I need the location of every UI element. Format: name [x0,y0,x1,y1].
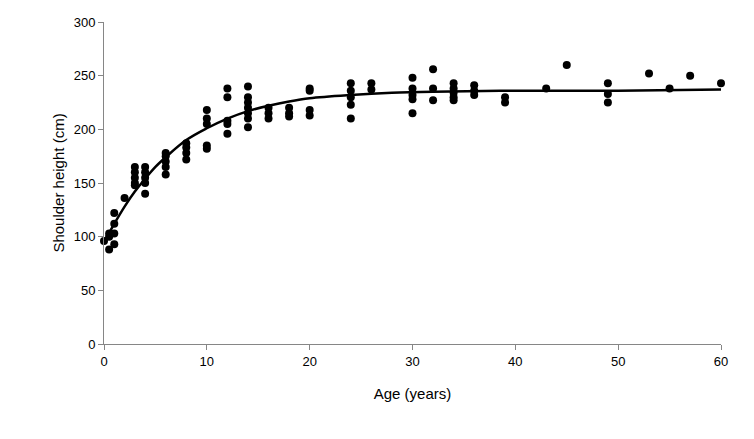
svg-text:Shoulder height (cm): Shoulder height (cm) [50,113,67,252]
svg-text:50: 50 [81,283,95,298]
svg-text:0: 0 [88,337,95,352]
svg-text:50: 50 [611,354,625,369]
svg-text:200: 200 [74,122,96,137]
svg-text:30: 30 [405,354,419,369]
svg-text:100: 100 [74,229,96,244]
svg-text:0: 0 [100,354,107,369]
svg-text:20: 20 [302,354,316,369]
svg-text:150: 150 [74,176,96,191]
svg-text:40: 40 [508,354,522,369]
svg-text:10: 10 [200,354,214,369]
svg-text:60: 60 [714,354,728,369]
svg-text:300: 300 [74,15,96,30]
svg-text:Age (years): Age (years) [374,385,452,402]
svg-text:250: 250 [74,68,96,83]
